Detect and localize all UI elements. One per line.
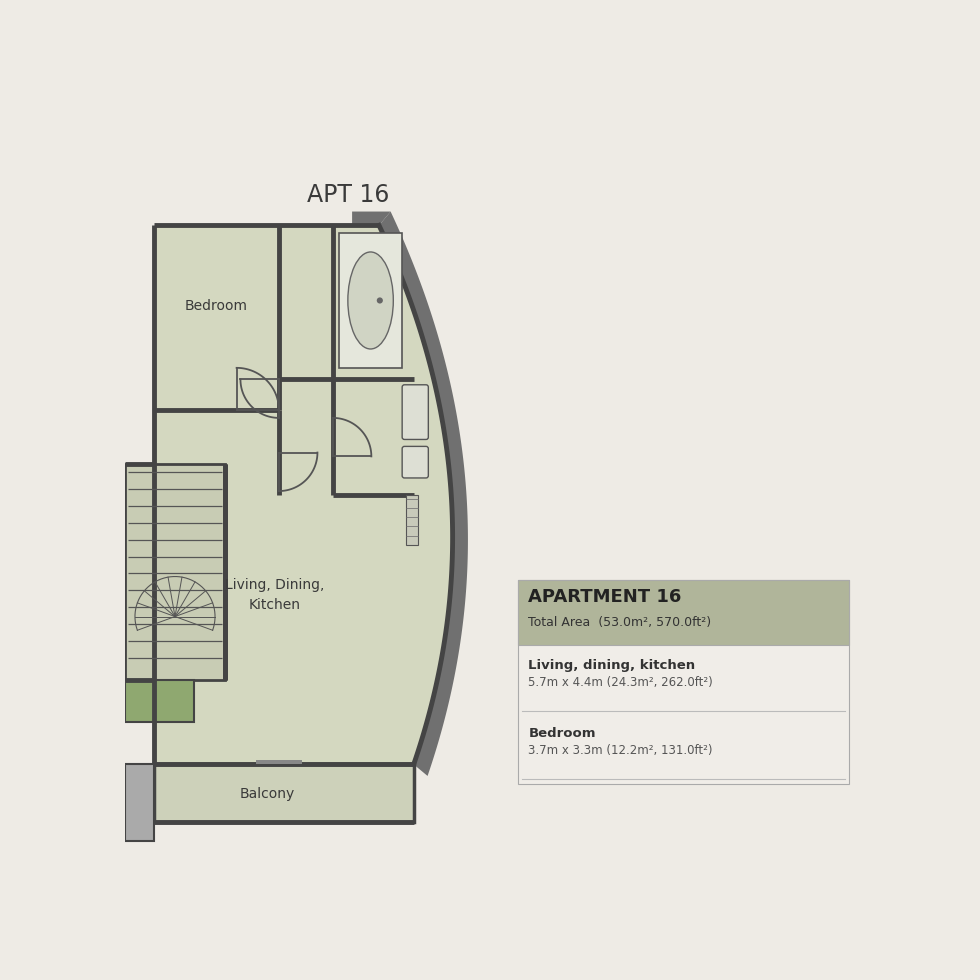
Text: 3.7m x 3.3m (12.2m², 131.0ft²): 3.7m x 3.3m (12.2m², 131.0ft²) — [528, 744, 712, 757]
Bar — [406, 495, 417, 545]
Text: Balcony: Balcony — [240, 787, 295, 801]
Text: Living, Dining,
Kitchen: Living, Dining, Kitchen — [225, 578, 324, 612]
FancyBboxPatch shape — [402, 446, 428, 478]
Polygon shape — [154, 225, 453, 764]
Polygon shape — [379, 212, 467, 776]
Text: Bedroom: Bedroom — [184, 299, 247, 314]
Ellipse shape — [348, 252, 393, 349]
Circle shape — [376, 297, 383, 304]
Bar — [339, 233, 402, 368]
Text: APT 16: APT 16 — [307, 182, 389, 207]
Bar — [256, 760, 302, 764]
FancyBboxPatch shape — [402, 385, 428, 439]
Polygon shape — [125, 680, 194, 722]
Text: APARTMENT 16: APARTMENT 16 — [528, 588, 682, 606]
Bar — [517, 579, 849, 645]
Polygon shape — [352, 212, 391, 225]
Polygon shape — [125, 465, 225, 680]
Text: Bedroom: Bedroom — [528, 727, 596, 740]
Polygon shape — [125, 764, 154, 842]
Polygon shape — [154, 764, 414, 822]
Text: Living, dining, kitchen: Living, dining, kitchen — [528, 659, 696, 672]
Bar — [517, 579, 849, 784]
Text: Total Area  (53.0m², 570.0ft²): Total Area (53.0m², 570.0ft²) — [528, 616, 711, 629]
Text: 5.7m x 4.4m (24.3m², 262.0ft²): 5.7m x 4.4m (24.3m², 262.0ft²) — [528, 676, 713, 689]
